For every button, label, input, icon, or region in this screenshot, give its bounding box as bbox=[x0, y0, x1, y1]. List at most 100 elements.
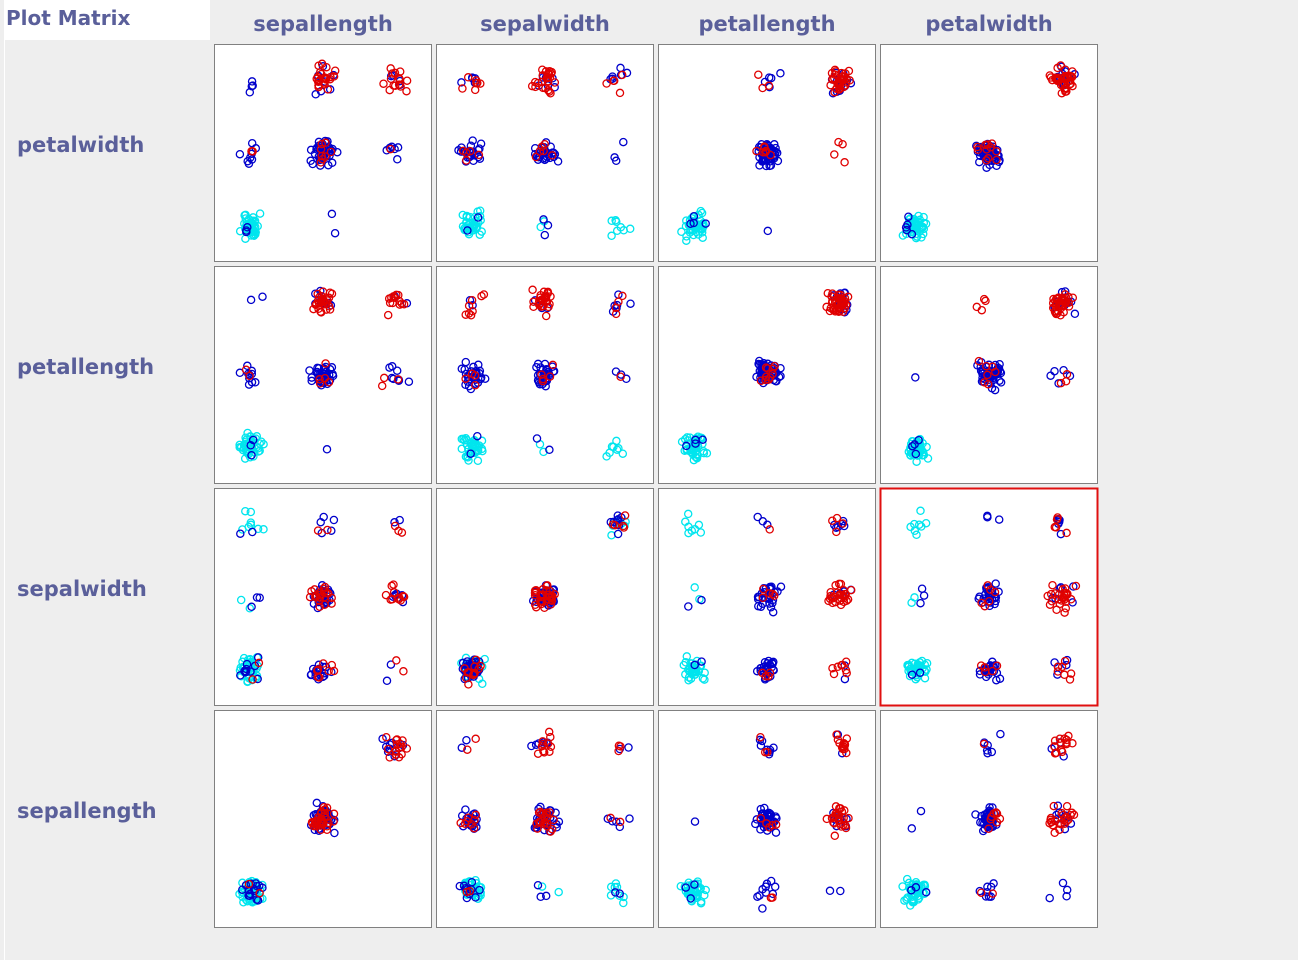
plot-cell-sepallength-vs-sepalwidth[interactable] bbox=[436, 710, 654, 928]
data-point bbox=[259, 439, 268, 449]
title-box: Plot Matrix bbox=[4, 0, 210, 40]
data-point bbox=[248, 81, 257, 90]
data-point bbox=[245, 604, 255, 613]
data-point bbox=[1057, 662, 1067, 672]
data-point bbox=[1050, 828, 1059, 838]
data-point bbox=[834, 137, 843, 147]
data-point bbox=[1056, 378, 1066, 388]
data-point bbox=[691, 439, 700, 448]
data-point bbox=[539, 746, 548, 756]
plot-cell-petalwidth-vs-petallength[interactable] bbox=[658, 44, 876, 262]
data-point bbox=[320, 592, 329, 602]
data-point bbox=[760, 142, 769, 151]
data-point bbox=[457, 78, 466, 87]
data-point bbox=[259, 525, 268, 534]
data-point bbox=[841, 81, 850, 90]
data-point bbox=[829, 669, 839, 679]
plot-cell-petallength-vs-sepallength[interactable] bbox=[214, 266, 432, 484]
data-point bbox=[1062, 885, 1072, 895]
data-point bbox=[753, 592, 763, 602]
data-point bbox=[761, 147, 770, 157]
data-point bbox=[235, 226, 245, 236]
data-point bbox=[613, 529, 623, 539]
data-point bbox=[389, 81, 398, 90]
data-point bbox=[769, 657, 778, 667]
data-point bbox=[471, 380, 480, 390]
data-point bbox=[683, 509, 693, 519]
data-point bbox=[917, 881, 926, 891]
data-point bbox=[252, 593, 262, 602]
data-point bbox=[538, 65, 547, 74]
plot-cell-sepalwidth-vs-sepalwidth[interactable] bbox=[436, 488, 654, 706]
data-point bbox=[243, 677, 252, 687]
data-point bbox=[250, 227, 259, 236]
data-point bbox=[831, 802, 841, 811]
data-point bbox=[763, 364, 772, 373]
data-point bbox=[983, 512, 992, 522]
plot-cell-sepallength-vs-sepallength[interactable] bbox=[214, 710, 432, 928]
data-point bbox=[327, 289, 337, 298]
data-point bbox=[698, 435, 707, 444]
data-point bbox=[834, 294, 844, 303]
data-point bbox=[476, 79, 485, 88]
data-point bbox=[538, 376, 548, 386]
data-point bbox=[248, 147, 257, 156]
data-point bbox=[989, 809, 999, 818]
column-header-3: petallength bbox=[698, 12, 836, 36]
data-point bbox=[381, 590, 391, 600]
plot-cell-sepalwidth-vs-sepallength[interactable] bbox=[214, 488, 432, 706]
data-point bbox=[463, 745, 472, 754]
data-point bbox=[979, 294, 989, 304]
data-point bbox=[315, 375, 324, 384]
data-point bbox=[527, 81, 537, 91]
data-point bbox=[459, 434, 468, 444]
data-point bbox=[1062, 370, 1072, 379]
data-point bbox=[989, 879, 998, 888]
data-point bbox=[393, 375, 403, 384]
data-point bbox=[840, 740, 850, 750]
data-point bbox=[609, 442, 618, 452]
data-point bbox=[610, 520, 620, 530]
data-point bbox=[538, 737, 547, 746]
data-point bbox=[907, 667, 917, 677]
data-point bbox=[330, 66, 340, 75]
plot-cell-petalwidth-vs-sepallength[interactable] bbox=[214, 44, 432, 262]
data-point bbox=[1064, 815, 1073, 824]
data-point bbox=[696, 528, 706, 537]
data-point bbox=[539, 447, 548, 457]
plot-cell-sepallength-vs-petalwidth[interactable] bbox=[880, 710, 1098, 928]
data-point bbox=[836, 886, 845, 896]
data-point bbox=[236, 529, 245, 538]
data-point bbox=[840, 674, 850, 684]
data-point bbox=[756, 741, 766, 750]
data-point bbox=[455, 881, 465, 891]
data-point bbox=[690, 660, 699, 670]
plot-cell-sepallength-vs-petallength[interactable] bbox=[658, 710, 876, 928]
plot-cell-petallength-vs-sepalwidth[interactable] bbox=[436, 266, 654, 484]
data-point bbox=[1046, 589, 1056, 599]
data-point bbox=[992, 675, 1001, 685]
plot-cell-petalwidth-vs-petalwidth[interactable] bbox=[880, 44, 1098, 262]
data-point bbox=[1051, 748, 1061, 758]
plot-cell-petalwidth-vs-sepalwidth[interactable] bbox=[436, 44, 654, 262]
data-point bbox=[681, 883, 691, 892]
data-point bbox=[765, 525, 774, 534]
data-point bbox=[611, 309, 621, 319]
data-point bbox=[915, 668, 925, 677]
data-point bbox=[769, 591, 779, 601]
data-point bbox=[465, 212, 475, 222]
plot-cell-sepalwidth-vs-petalwidth[interactable] bbox=[879, 487, 1099, 707]
data-point bbox=[395, 515, 404, 525]
data-point bbox=[321, 359, 330, 368]
data-point bbox=[764, 81, 774, 91]
data-point bbox=[473, 207, 482, 216]
plot-cell-sepalwidth-vs-petallength[interactable] bbox=[658, 488, 876, 706]
data-point bbox=[246, 441, 255, 450]
plot-cell-petallength-vs-petalwidth[interactable] bbox=[880, 266, 1098, 484]
data-point bbox=[315, 602, 324, 612]
data-point bbox=[765, 823, 774, 832]
plot-cell-petallength-vs-petallength[interactable] bbox=[658, 266, 876, 484]
data-point bbox=[840, 294, 850, 303]
data-point bbox=[1053, 667, 1063, 676]
